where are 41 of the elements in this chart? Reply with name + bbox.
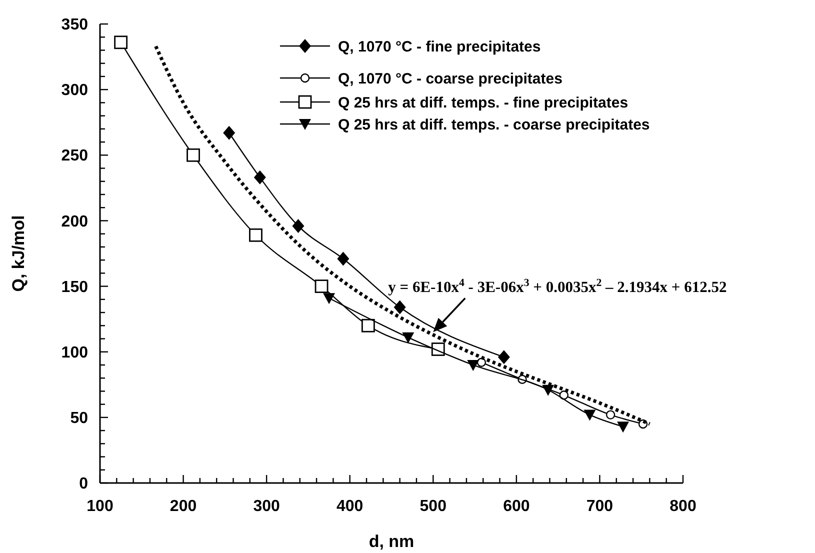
point [114, 36, 128, 50]
x-tick-label: 700 [586, 498, 614, 515]
point [402, 332, 414, 344]
x-tick-label: 200 [170, 498, 197, 515]
point [361, 318, 375, 332]
y-tick-label: 100 [61, 344, 88, 362]
x-tick-label: 500 [420, 498, 447, 515]
point [542, 384, 554, 396]
point [292, 218, 304, 233]
point [337, 252, 350, 266]
point [498, 350, 510, 364]
x-tick-label: 100 [86, 498, 114, 515]
y-tick-label: 350 [61, 16, 88, 34]
y-tick-label: 250 [61, 148, 88, 165]
y-tick-label: 50 [70, 410, 88, 428]
point [223, 126, 236, 140]
point [617, 422, 630, 433]
point [254, 170, 266, 184]
x-axis-title: d, nm [368, 532, 414, 551]
x-tick-label: 300 [253, 498, 280, 515]
legend-label: Q 25 hrs at diff. temps. - coarse precipitates [338, 116, 650, 134]
point [606, 410, 616, 420]
y-tick-label: 200 [61, 213, 88, 230]
point [584, 410, 596, 421]
point [467, 360, 480, 371]
point [186, 148, 200, 162]
y-tick-label: 150 [61, 278, 88, 296]
legend-label: Q, 1070 °C - fine precipitates [338, 38, 541, 56]
x-tick-label: 400 [336, 498, 364, 515]
annotation: y = 6E-10x$^{4}$ - 3E-06x$^{3}$ + 0.0035x$^{2}$ – 2.1934x + 612.52 [388, 277, 727, 296]
y-axis-title: Q, kJ/mol [9, 215, 28, 292]
y-tick-label: 300 [61, 82, 88, 100]
x-tick-label: 600 [503, 498, 530, 515]
legend-label: Q, 1070 °C - coarse precipitates [338, 70, 562, 88]
x-tick-label: 800 [670, 498, 696, 515]
point [323, 293, 336, 304]
y-tick-label: 0 [79, 476, 88, 493]
point [314, 280, 328, 293]
point [394, 300, 406, 314]
point [249, 228, 262, 242]
legend-label: Q 25 hrs at diff. temps. - fine precipitates [338, 94, 628, 112]
